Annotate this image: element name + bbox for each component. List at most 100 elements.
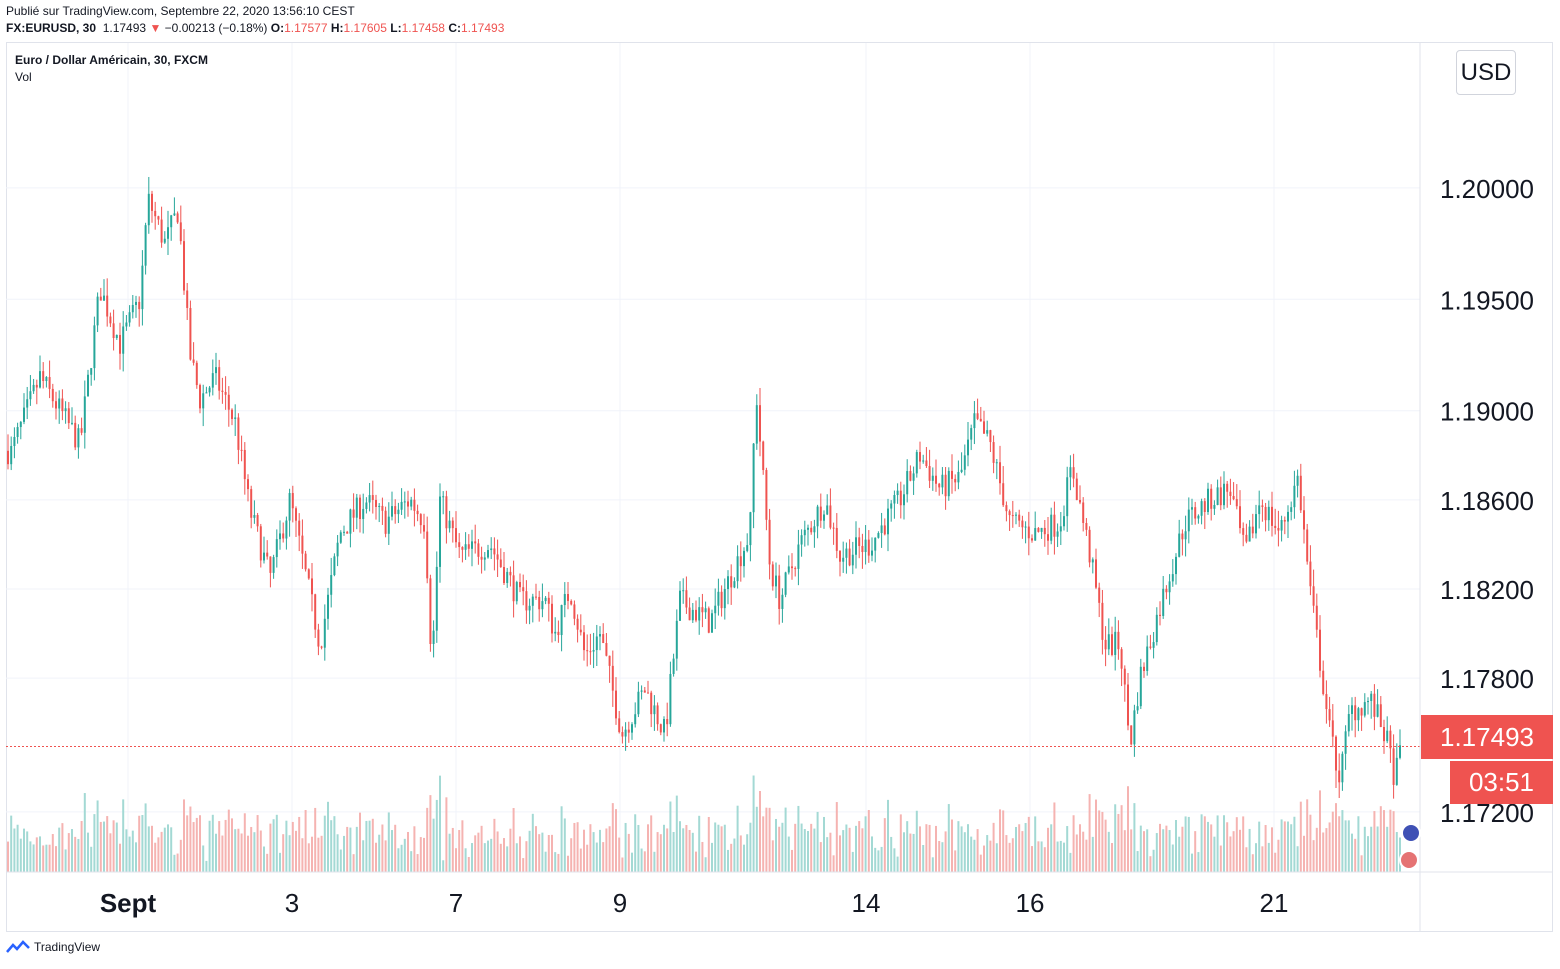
candle-body	[967, 439, 969, 456]
volume-bar	[1226, 822, 1229, 872]
candle-body	[7, 450, 9, 465]
candle-body	[1027, 526, 1030, 539]
candle-body	[531, 596, 534, 606]
volume-bar	[199, 815, 201, 872]
candle-body	[816, 506, 819, 527]
volume-bar	[1293, 816, 1296, 872]
candle-body	[1197, 515, 1200, 519]
candle-body	[1155, 614, 1158, 643]
candle-body	[1322, 670, 1325, 695]
candle-body	[445, 496, 448, 529]
candle-body	[1239, 506, 1241, 529]
volume-bar	[1194, 831, 1197, 872]
candle-body	[1047, 534, 1049, 541]
volume-bar	[1271, 827, 1273, 872]
y-tick-label: 1.17800	[1440, 664, 1534, 694]
candle-body	[880, 525, 883, 534]
volume-bar	[1341, 810, 1344, 872]
candle-body	[320, 646, 323, 648]
volume-bar	[67, 833, 70, 872]
volume-bar	[90, 846, 93, 872]
volume-bar	[1114, 804, 1117, 872]
candle-body	[567, 594, 569, 601]
candle-body	[631, 724, 633, 733]
candle-body	[1331, 720, 1334, 737]
volume-bar	[189, 806, 192, 872]
volume-bar	[384, 840, 387, 872]
candle-body	[106, 295, 109, 317]
volume-bar	[323, 815, 326, 872]
candle-body	[397, 509, 400, 515]
volume-bar	[375, 842, 377, 872]
volume-bar	[813, 828, 816, 872]
candle-body	[1127, 684, 1129, 726]
candle-body	[707, 608, 710, 633]
volume-bar	[1117, 813, 1120, 872]
candle-body	[1367, 701, 1369, 703]
candle-body	[291, 493, 294, 509]
candle-body	[784, 572, 787, 595]
volume-bar	[151, 825, 153, 872]
candle-body	[343, 531, 345, 533]
volume-bar	[1383, 810, 1385, 872]
candle-body	[87, 374, 89, 397]
candle-body	[864, 539, 867, 553]
volume-bar	[1181, 826, 1184, 872]
candle-body	[947, 470, 950, 497]
candle-body	[995, 462, 998, 464]
candle-body	[183, 241, 185, 291]
volume-bar	[944, 831, 947, 872]
volume-bar	[736, 805, 739, 872]
volume-bar	[419, 837, 422, 872]
volume-bar	[1331, 811, 1334, 872]
volume-bar	[515, 843, 518, 872]
volume-bar	[675, 795, 678, 872]
volume-bar	[32, 844, 35, 872]
volume-bar	[1079, 824, 1081, 872]
volume-bar	[1357, 816, 1360, 872]
volume-bar	[739, 835, 742, 872]
volume-bar	[1162, 829, 1165, 872]
volume-bar	[1101, 811, 1104, 872]
candle-body	[637, 691, 640, 715]
volume-bar	[1312, 840, 1315, 872]
candle-body	[51, 388, 54, 402]
candle-body	[1386, 730, 1389, 742]
candle-body	[1267, 506, 1270, 521]
volume-bar	[861, 828, 864, 872]
volume-bar	[538, 834, 541, 872]
candle-body	[1264, 506, 1267, 521]
volume-bar	[1015, 826, 1017, 872]
candle-body	[1088, 529, 1091, 563]
volume-bar	[1242, 816, 1245, 872]
volume-bar	[231, 818, 233, 872]
candle-body	[832, 527, 835, 529]
volume-bar	[154, 842, 157, 872]
volume-bar	[1107, 831, 1110, 872]
volume-bar	[176, 853, 179, 872]
volume-bar	[1280, 819, 1283, 872]
volume-bar	[759, 791, 761, 872]
volume-bar	[346, 826, 349, 872]
volume-bar	[295, 830, 297, 872]
candle-body	[611, 665, 614, 691]
volume-bar	[71, 829, 73, 872]
last-price-tag: 1.17493	[1421, 715, 1553, 759]
volume-bar	[570, 838, 573, 872]
volume-bar	[77, 838, 80, 872]
candle-body	[544, 597, 547, 602]
candle-body	[1037, 528, 1040, 532]
volume-bar	[381, 824, 384, 872]
candle-body	[1130, 725, 1133, 745]
footer-brand[interactable]: TradingView	[6, 940, 100, 954]
volume-bar	[1277, 839, 1280, 872]
volume-bar	[701, 841, 704, 872]
candle-body	[861, 545, 864, 553]
volume-bar	[650, 815, 653, 872]
volume-bar	[547, 834, 550, 872]
currency-button[interactable]: USD	[1456, 50, 1516, 95]
candle-body	[723, 589, 726, 609]
volume-bar	[1056, 841, 1059, 872]
candle-body	[848, 548, 851, 566]
